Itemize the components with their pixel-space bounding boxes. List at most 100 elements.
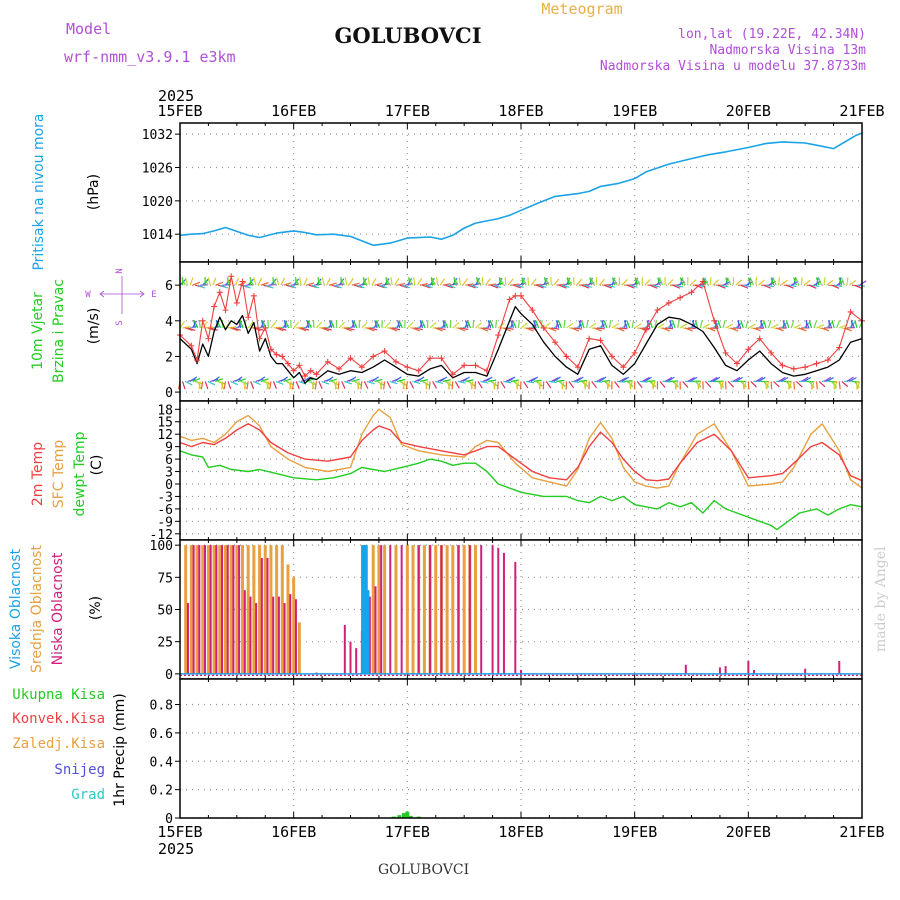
- cloud-low-bar: [343, 624, 346, 674]
- cloud-mid-bar: [445, 545, 449, 674]
- wind-arrow: [793, 277, 797, 286]
- wind-arrow: [448, 381, 451, 390]
- wind-arrow: [515, 284, 524, 289]
- wind-arrow: [827, 320, 833, 329]
- wind-arrow: [513, 284, 522, 289]
- wind-arrow: [808, 320, 813, 329]
- wind-gust-marker: [284, 360, 291, 367]
- wind-arrow: [677, 320, 680, 329]
- wind-arrow: [182, 326, 191, 329]
- wind-ytick-label: 4: [165, 315, 173, 330]
- pressure-unit: (hPa): [86, 174, 102, 210]
- wind-gust-marker: [529, 307, 536, 314]
- cloud-high-bar: [364, 590, 370, 674]
- x-tick-top: 21FEB: [839, 102, 884, 120]
- wind-arrow: [849, 279, 857, 286]
- wind-gust-marker: [347, 355, 354, 362]
- wind-arrow: [684, 327, 693, 332]
- wind-arrow: [834, 381, 838, 390]
- wind-gust-marker: [597, 337, 604, 344]
- wind-arrow: [815, 381, 818, 390]
- wind-gust-marker: [313, 371, 320, 378]
- wind-arrow: [735, 279, 743, 286]
- wind-arrow: [361, 321, 368, 329]
- wind-arrow: [813, 320, 818, 329]
- cloud-mid-bar: [297, 622, 301, 674]
- precip-ylabel: 1hr Precip (mm): [112, 693, 128, 806]
- wind-arrow: [476, 277, 479, 286]
- wind-arrow: [412, 380, 421, 385]
- wind-arrow: [230, 380, 239, 386]
- wind-arrow: [276, 277, 280, 286]
- wind-arrow: [725, 277, 729, 286]
- wind-arrow: [230, 327, 239, 332]
- wind-gust-marker: [512, 292, 519, 299]
- wind-arrow: [466, 320, 472, 329]
- wind-arrow: [681, 277, 686, 286]
- wind-arrow: [727, 380, 735, 388]
- wind-arrow: [340, 277, 345, 286]
- precip-legend-item: Grad: [71, 787, 105, 803]
- wind-arrow: [301, 327, 310, 331]
- wind-arrow: [548, 380, 557, 384]
- wind-gust-marker: [802, 364, 809, 371]
- wind-arrow: [805, 320, 810, 329]
- wind-arrow: [343, 327, 352, 332]
- wind-arrow: [689, 279, 697, 286]
- wind-arrow: [480, 380, 489, 384]
- cloud-low-bar: [349, 641, 352, 674]
- wind-arrow: [604, 284, 613, 289]
- cloud-mid-bar: [241, 545, 245, 674]
- wind-arrow: [366, 327, 375, 332]
- wind-arrow: [831, 320, 835, 329]
- wind-arrow: [659, 381, 666, 388]
- wind-arrow: [704, 380, 712, 388]
- cloud-low-bar: [724, 666, 727, 674]
- wind-arrow: [590, 277, 595, 286]
- wind-arrow: [397, 378, 406, 382]
- cloud-mid-bar: [275, 545, 279, 674]
- wind-arrow: [544, 277, 550, 286]
- wind-gust-marker: [222, 307, 229, 314]
- wind-arrow: [629, 284, 638, 288]
- x-tick-bottom: 19FEB: [612, 823, 657, 841]
- wind-arrow: [770, 381, 773, 390]
- cloud-mid-bar: [195, 545, 199, 674]
- wind-arrow: [850, 320, 855, 329]
- precip-legend-item: Snijeg: [54, 762, 105, 778]
- wind-arrow: [194, 380, 203, 385]
- temperature-ytick-label: 15: [157, 416, 173, 431]
- x-axis: 15FEB 15FEB 16FEB 16FEB 17FEB 17FEB 18FEB 18FEB…: [157, 87, 884, 858]
- wind-arrow: [849, 377, 857, 382]
- wind-gust-marker: [506, 296, 513, 303]
- cloud-low-bar: [238, 545, 241, 674]
- cloud-low-bar: [497, 547, 500, 674]
- cloud-low-bar: [255, 603, 258, 674]
- wind-arrow: [296, 326, 305, 329]
- cloud-ylabel-mid: Srednja Oblacnost: [29, 545, 45, 673]
- wind-arrow: [613, 381, 620, 389]
- wind-arrow: [611, 277, 616, 286]
- wind-arrow: [841, 380, 849, 388]
- wind-gust-marker: [302, 373, 309, 380]
- wind-gust-marker: [677, 294, 684, 301]
- wind-arrow: [510, 320, 514, 329]
- wind-arrow: [838, 381, 841, 390]
- wind-arrow: [200, 381, 204, 390]
- wind-arrow: [374, 320, 378, 329]
- wind-arrow: [557, 320, 562, 329]
- wind-arrow: [525, 380, 535, 384]
- wind-arrow: [629, 381, 633, 390]
- wind-arrow: [293, 321, 300, 329]
- wind-arrow: [763, 284, 772, 289]
- wind-arrow: [566, 277, 570, 286]
- wind-arrow: [453, 277, 459, 286]
- wind-arrow: [428, 381, 431, 390]
- wind-arrow: [326, 376, 334, 382]
- wind-arrow: [530, 278, 537, 286]
- wind-gust-marker: [404, 364, 411, 371]
- wind-arrow: [793, 381, 796, 390]
- wind-arrow: [535, 320, 540, 329]
- wind-arrow: [462, 278, 468, 286]
- wind-gust-marker: [273, 351, 280, 358]
